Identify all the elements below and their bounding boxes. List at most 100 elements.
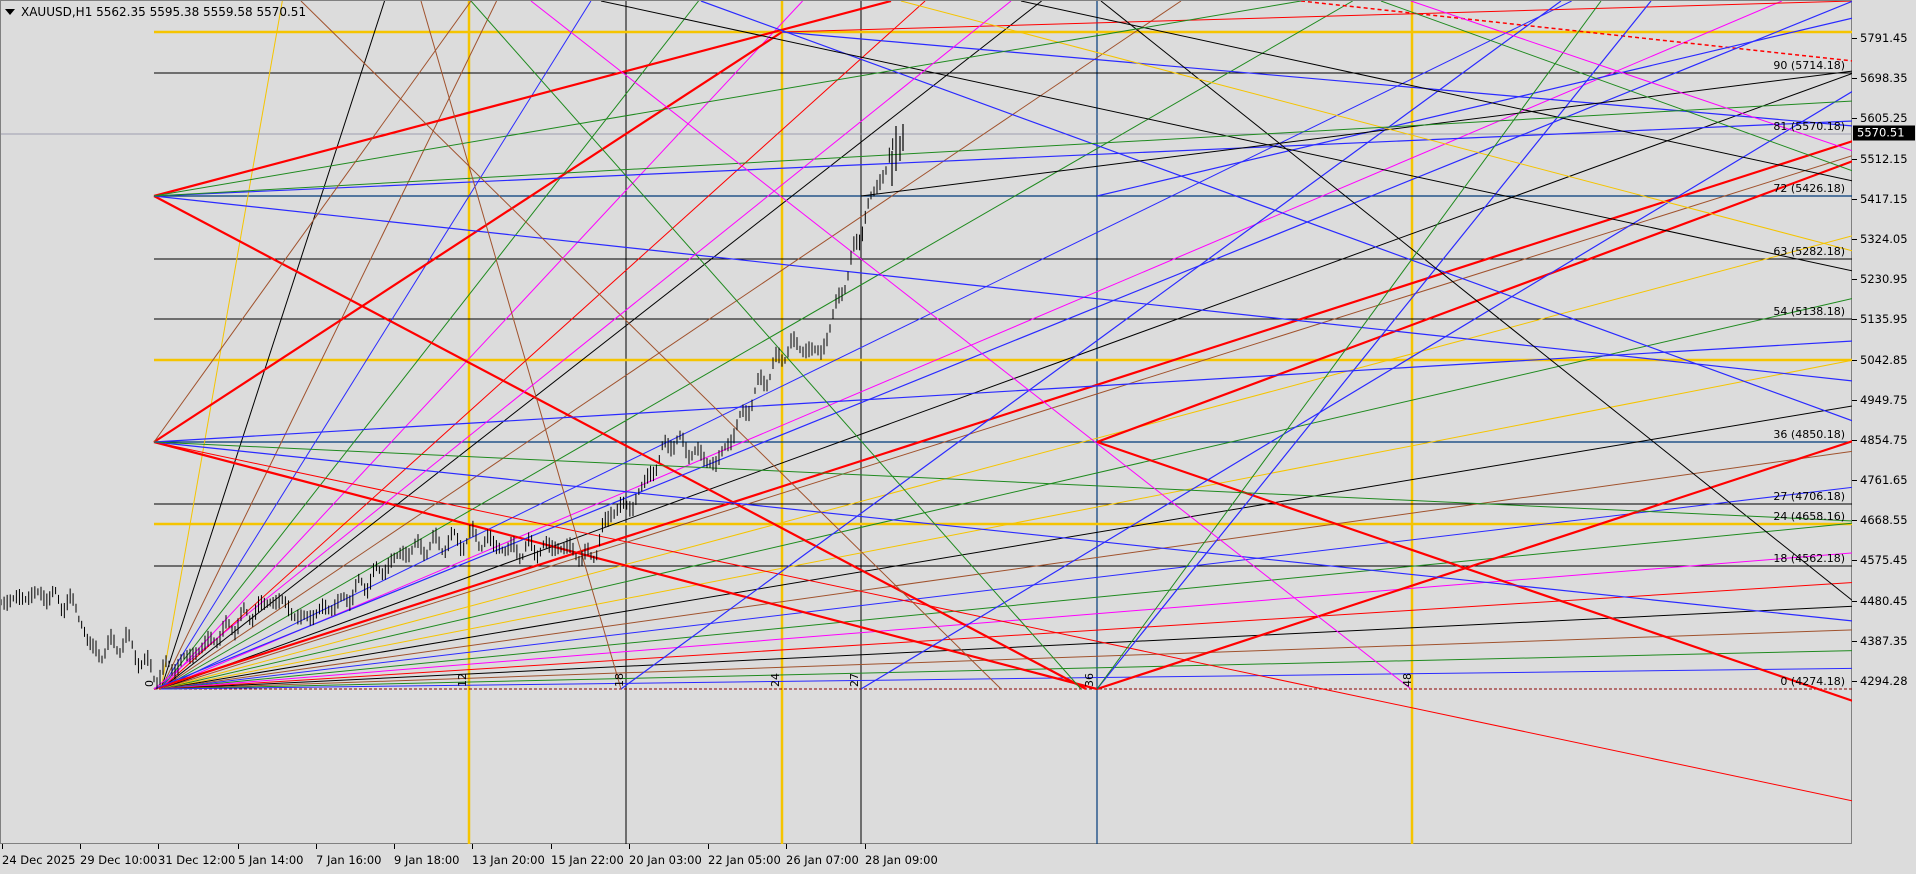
- gann-brown-line[interactable]: [153, 1, 472, 443]
- gann-red-line[interactable]: [1096, 439, 1853, 691]
- gann-fan-line[interactable]: [160, 1, 1042, 690]
- gann-fan-line[interactable]: [160, 582, 1853, 690]
- gann-blue-line[interactable]: [1096, 1, 1652, 690]
- gann-red-dashed[interactable]: [1300, 1, 1853, 62]
- gann-fan-line[interactable]: [160, 1, 498, 690]
- gann-red-line[interactable]: [153, 1, 892, 198]
- price-tick: [1852, 78, 1857, 80]
- gann-green-line[interactable]: [153, 1, 1302, 197]
- gann-black-line[interactable]: [1100, 1, 1853, 602]
- price-tick: [1852, 158, 1857, 160]
- time-tick: [551, 844, 552, 849]
- gann-fan-line[interactable]: [160, 72, 1853, 690]
- gann-level-label: 72 (5426.18): [1773, 182, 1845, 195]
- gann-fan-line[interactable]: [160, 1, 1182, 690]
- price-label: 5698.35: [1860, 71, 1908, 86]
- time-label: 31 Dec 12:00: [158, 853, 236, 867]
- price-tick: [1852, 319, 1857, 321]
- gann-fan-line[interactable]: [160, 1, 283, 690]
- gann-red-line[interactable]: [153, 195, 1087, 690]
- gann-red-line[interactable]: [153, 139, 1853, 691]
- price-label: 4854.75: [1860, 432, 1908, 447]
- gann-fan-line[interactable]: [160, 155, 1853, 690]
- gann-green-line[interactable]: [1096, 1, 1602, 690]
- price-tick: [1852, 38, 1857, 39]
- time-label: 20 Jan 03:00: [629, 853, 702, 867]
- time-tick: [2, 844, 3, 849]
- time-tick: [472, 844, 473, 849]
- gann-blue-line[interactable]: [153, 1, 1853, 690]
- gann-fan-line[interactable]: [160, 552, 1853, 690]
- gann-red-hidden[interactable]: [781, 1, 1853, 33]
- gann-time-number: 0: [143, 680, 156, 687]
- gann-green-line[interactable]: [470, 1, 1082, 690]
- price-label: 5417.15: [1860, 191, 1908, 206]
- gann-blue-line[interactable]: [781, 31, 1853, 127]
- price-tick: [1852, 118, 1857, 120]
- gann-red-line[interactable]: [1096, 440, 1853, 703]
- gann-blue-line[interactable]: [153, 120, 1853, 197]
- gann-fan-line[interactable]: [160, 235, 1853, 690]
- price-tick: [1852, 600, 1857, 602]
- gann-time-number: 12: [456, 673, 469, 687]
- chart-canvas[interactable]: [1, 1, 1853, 845]
- gann-fan-line[interactable]: [160, 1, 592, 690]
- gann-green-line[interactable]: [153, 100, 1853, 197]
- gann-green-line[interactable]: [1380, 1, 1853, 172]
- price-scale[interactable]: 5791.45 5698.35 5605.25 5512.15 5417.15 5324.…: [1852, 0, 1916, 844]
- gann-level-label: 54 (5138.18): [1773, 305, 1845, 318]
- plot-area[interactable]: XAUUSD,H1 5562.35 5595.38 5559.58 5570.5…: [0, 0, 1853, 845]
- gann-red-line[interactable]: [153, 440, 1098, 691]
- gann-magenta-line[interactable]: [1410, 1, 1853, 152]
- gann-time-number: 36: [1083, 673, 1096, 687]
- gann-fan-line[interactable]: [160, 1, 699, 690]
- gann-brown-line[interactable]: [300, 1, 1002, 690]
- gann-blue-line[interactable]: [1096, 17, 1853, 197]
- gann-blue-line[interactable]: [860, 90, 1853, 690]
- price-label: 5135.95: [1860, 312, 1908, 327]
- gann-blue-line[interactable]: [153, 441, 1853, 622]
- price-tick: [1852, 439, 1857, 441]
- gann-fan-line[interactable]: [160, 1, 1353, 690]
- current-price-label: 5570.51: [1853, 125, 1915, 141]
- gann-fan-line[interactable]: [160, 405, 1853, 690]
- time-tick: [865, 844, 866, 849]
- gann-fan-line[interactable]: [160, 1, 386, 690]
- gann-fan-line[interactable]: [160, 297, 1853, 690]
- gann-magenta-line[interactable]: [530, 1, 1412, 690]
- gann-red-line[interactable]: [153, 31, 783, 443]
- time-tick: [238, 844, 239, 849]
- gann-brown-line[interactable]: [420, 1, 622, 690]
- gann-green-line[interactable]: [153, 441, 1853, 522]
- gann-fan-line[interactable]: [160, 359, 1853, 690]
- time-label: 29 Dec 10:00: [80, 853, 158, 867]
- gann-fan-line[interactable]: [160, 1, 803, 690]
- time-scale[interactable]: 24 Dec 2025 29 Dec 10:00 31 Dec 12:00 5 Jan…: [0, 844, 1916, 874]
- gann-blue-line[interactable]: [620, 1, 1562, 690]
- gann-fan-line[interactable]: [160, 1, 926, 690]
- gann-black-line[interactable]: [1020, 1, 1853, 182]
- gann-fan-line[interactable]: [160, 629, 1853, 690]
- symbol-ohlc-text: XAUUSD,H1 5562.35 5595.38 5559.58 5570.5…: [21, 5, 307, 19]
- gann-red-hidden[interactable]: [153, 441, 1853, 802]
- time-tick: [629, 844, 630, 849]
- chart-menu-icon[interactable]: [5, 9, 15, 15]
- gann-level-label: 24 (4658.16): [1773, 510, 1845, 523]
- price-series[interactable]: [1, 124, 904, 690]
- gann-magenta-line[interactable]: [153, 1, 1012, 690]
- gann-fan-line[interactable]: [160, 667, 1853, 690]
- price-label: 4761.65: [1860, 473, 1908, 488]
- gann-fan-line[interactable]: [160, 650, 1853, 690]
- gann-fan-line[interactable]: [160, 486, 1853, 690]
- gann-blue-line[interactable]: [153, 340, 1853, 443]
- time-label: 22 Jan 05:00: [708, 853, 781, 867]
- gann-red-line[interactable]: [1096, 159, 1853, 444]
- gann-blue-line[interactable]: [700, 1, 1853, 422]
- price-label: 4949.75: [1860, 392, 1908, 407]
- gann-black-line[interactable]: [860, 70, 1853, 197]
- gann-blue-line[interactable]: [153, 195, 1853, 382]
- gann-fan-line[interactable]: [160, 450, 1853, 690]
- price-label: 4480.45: [1860, 593, 1908, 608]
- gann-gold-line[interactable]: [900, 1, 1853, 252]
